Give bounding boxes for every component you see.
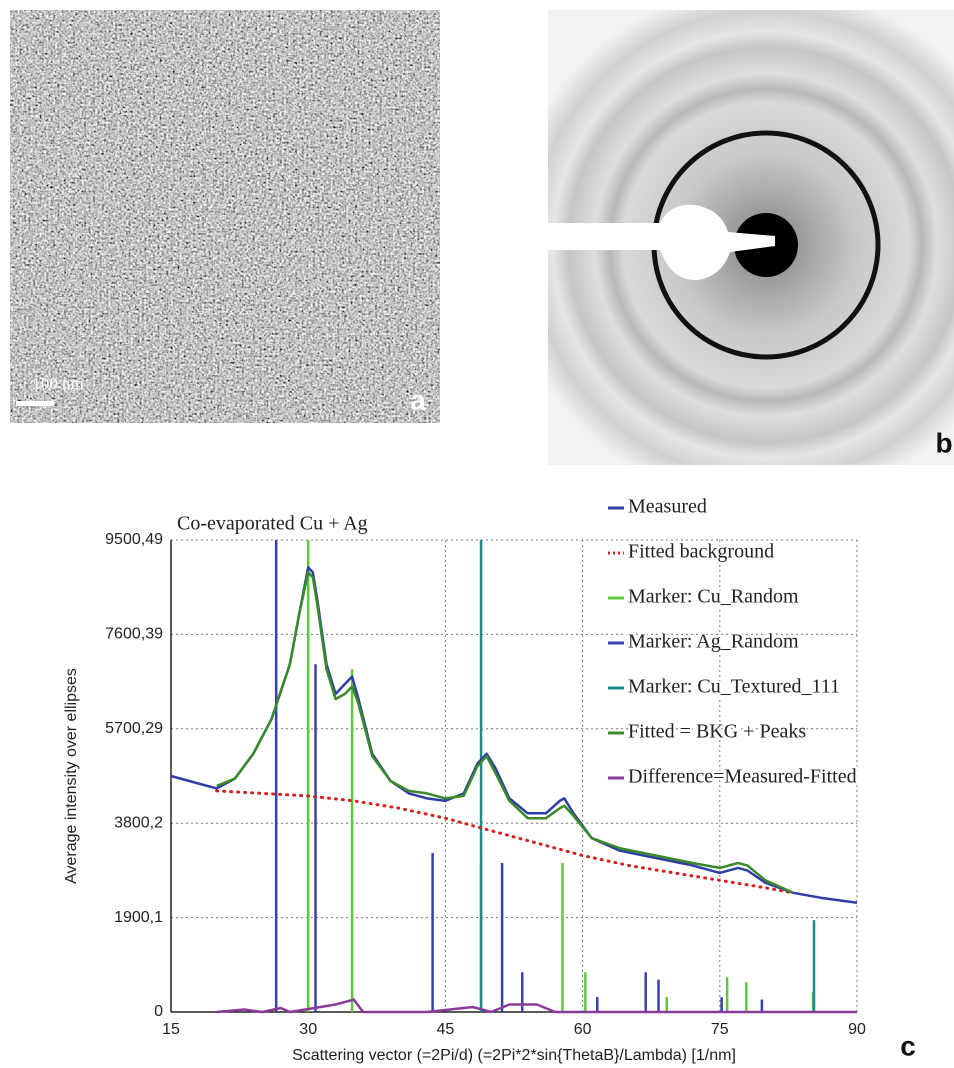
scale-bar: [16, 401, 54, 406]
scale-label: 100 nm: [32, 374, 83, 393]
x-tick-label: 75: [711, 1021, 729, 1038]
x-tick-label: 30: [299, 1021, 317, 1038]
background-curve: [215, 789, 795, 895]
x-tick-label: 90: [848, 1021, 866, 1038]
y-axis-label: Average intensity over ellipses: [63, 668, 80, 884]
series-line: [216, 571, 794, 894]
legend-swatch: [608, 551, 624, 555]
legend-label: Marker: Cu_Random: [628, 586, 799, 608]
panel-a: 100 nm a: [10, 10, 440, 423]
panel-letter: c: [900, 1030, 916, 1061]
legend-label: Measured: [628, 496, 707, 518]
x-axis-label: Scattering vector (=2Pi/d) (=2Pi*2*sin{T…: [292, 1047, 736, 1064]
x-tick-label: 15: [162, 1021, 180, 1038]
legend-label: Fitted background: [628, 541, 774, 563]
y-tick-label: 5700,29: [105, 720, 163, 737]
y-tick-label: 3800,2: [114, 814, 163, 831]
legend-label: Marker: Cu_Textured_111: [628, 676, 840, 698]
y-tick-label: 1900,1: [114, 909, 163, 926]
panel-letter: b: [935, 427, 952, 458]
y-tick-label: 9500,49: [105, 531, 163, 548]
legend-label: Difference=Measured-Fitted: [628, 766, 857, 788]
chart-title: Co-evaporated Cu + Ag: [177, 513, 368, 535]
legend-label: Fitted = BKG + Peaks: [628, 721, 806, 743]
panel-letter: a: [410, 384, 426, 415]
y-tick-label: 7600,39: [105, 626, 163, 643]
x-tick-label: 60: [574, 1021, 592, 1038]
y-tick-label: 0: [154, 1003, 163, 1020]
panel-b: b: [548, 10, 954, 465]
series-line: [216, 998, 857, 1014]
tem-texture: [10, 10, 440, 423]
x-tick-label: 45: [437, 1021, 455, 1038]
beam-stopper: [548, 204, 775, 281]
panel-c: Co-evaporated Cu + Ag Average intensity …: [63, 513, 916, 1065]
legend-label: Marker: Ag_Random: [628, 631, 799, 653]
